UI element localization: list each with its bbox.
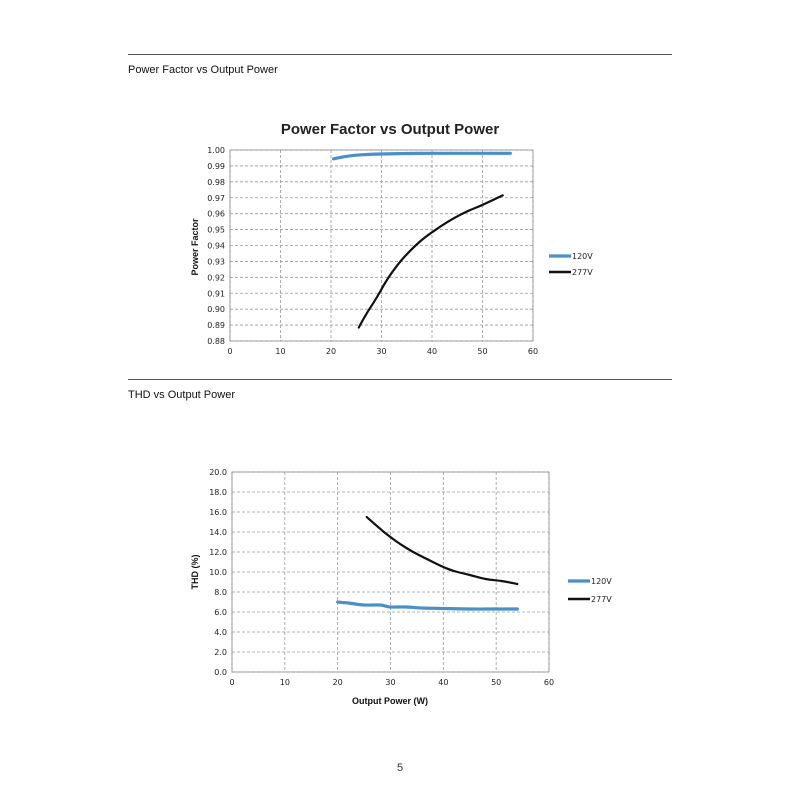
y-tick-label: 10.0 <box>209 568 227 577</box>
y-tick-label: 0.92 <box>207 273 225 282</box>
y-tick-label: 0.95 <box>207 226 225 235</box>
series-line-120v <box>336 600 519 611</box>
x-tick-label: 40 <box>438 678 448 687</box>
y-tick-label: 20.0 <box>209 468 227 477</box>
x-tick-label: 0 <box>227 347 232 356</box>
x-tick-label: 10 <box>280 678 290 687</box>
legend-label-277v: 277V <box>591 595 612 604</box>
y-axis-label: THD (%) <box>190 555 200 590</box>
y-tick-label: 0.94 <box>207 242 225 251</box>
section-divider-middle <box>128 379 672 380</box>
y-tick-label: 0.97 <box>207 194 225 203</box>
y-tick-label: 0.99 <box>207 162 225 171</box>
x-tick-label: 30 <box>376 347 386 356</box>
section-heading-power-factor: Power Factor vs Output Power <box>128 64 278 76</box>
y-tick-label: 0.93 <box>207 257 225 266</box>
legend-label-277v: 277V <box>572 268 593 277</box>
y-tick-label: 0.96 <box>207 210 225 219</box>
x-tick-label: 0 <box>229 678 234 687</box>
plot-frame <box>229 149 534 342</box>
y-tick-label: 6.0 <box>214 608 227 617</box>
x-tick-label: 50 <box>491 678 501 687</box>
x-axis-label: Output Power (W) <box>352 696 428 706</box>
page-number: 5 <box>396 762 404 774</box>
x-tick-label: 60 <box>528 347 538 356</box>
y-tick-label: 0.98 <box>207 178 225 187</box>
x-tick-label: 30 <box>385 678 395 687</box>
y-tick-label: 0.90 <box>207 305 225 314</box>
y-tick-label: 1.00 <box>207 146 225 155</box>
y-tick-label: 16.0 <box>209 508 227 517</box>
y-tick-label: 12.0 <box>209 548 227 557</box>
x-tick-label: 50 <box>477 347 487 356</box>
series-line-277v <box>365 515 519 586</box>
legend-label-120v: 120V <box>572 252 593 261</box>
y-tick-label: 0.88 <box>207 337 225 346</box>
x-tick-label: 60 <box>544 678 554 687</box>
plot-frame <box>231 471 550 673</box>
y-tick-label: 14.0 <box>209 528 227 537</box>
series-line-277v <box>357 194 504 329</box>
x-tick-label: 20 <box>333 678 343 687</box>
x-tick-label: 20 <box>326 347 336 356</box>
series-line-120v <box>331 151 512 161</box>
y-tick-label: 0.89 <box>207 321 225 330</box>
chart-title: Power Factor vs Output Power <box>281 121 500 138</box>
y-tick-label: 2.0 <box>214 648 227 657</box>
y-axis-label: Power Factor <box>190 218 200 276</box>
section-heading-thd: THD vs Output Power <box>128 389 235 401</box>
section-divider-top <box>128 54 672 55</box>
x-tick-label: 40 <box>427 347 437 356</box>
y-tick-label: 0.91 <box>207 289 225 298</box>
x-tick-label: 10 <box>275 347 285 356</box>
power-factor-chart: Power Factor vs Output Power Power Facto… <box>190 121 593 356</box>
legend-label-120v: 120V <box>591 577 612 586</box>
y-tick-label: 8.0 <box>214 588 227 597</box>
y-tick-label: 4.0 <box>214 628 227 637</box>
y-tick-label: 18.0 <box>209 488 227 497</box>
y-tick-label: 0.0 <box>214 668 227 677</box>
